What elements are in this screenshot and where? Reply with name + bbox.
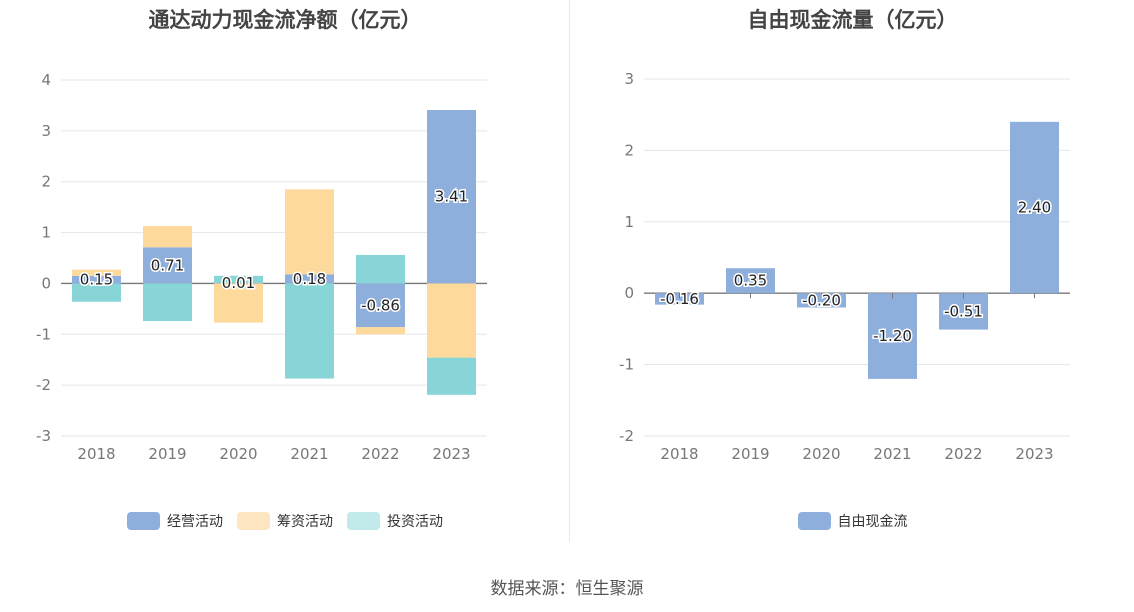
data-label: 0.35 — [734, 272, 767, 290]
y-tick-label: 4 — [41, 71, 51, 89]
x-tick-label: 2019 — [148, 445, 186, 463]
data-label: 0.15 — [80, 271, 113, 289]
y-tick-label: 2 — [624, 141, 634, 159]
data-label: 0.18 — [293, 270, 326, 288]
panel-divider — [569, 0, 570, 542]
cash-flow-chart-panel: 通达动力现金流净额（亿元） -3 -2 -1 0 1 2 3 4 2018 2019 2020 202… — [0, 0, 570, 545]
y-tick-label: 3 — [41, 122, 51, 140]
free-cash-flow-chart-title: 自由现金流量（亿元） — [747, 8, 958, 32]
x-tick-label: 2022 — [944, 445, 982, 463]
bar-3 — [427, 357, 476, 395]
data-label: -0.51 — [944, 302, 983, 320]
bar-3 — [214, 275, 263, 283]
y-tick-label: -3 — [36, 427, 51, 445]
bar-1 — [285, 274, 334, 284]
legend-swatch — [347, 512, 380, 530]
data-label: -0.16 — [660, 290, 699, 308]
x-tick-label: 2021 — [290, 445, 328, 463]
legend-label: 自由现金流 — [837, 514, 908, 530]
legend-swatch — [237, 512, 270, 530]
x-tick-label: 2020 — [802, 445, 840, 463]
data-label: 2.40 — [1018, 199, 1051, 217]
x-tick-label: 2018 — [77, 445, 115, 463]
bar-3 — [72, 283, 121, 302]
x-tick-label: 2018 — [660, 445, 698, 463]
x-tick-label: 2023 — [1015, 445, 1053, 463]
bar-2 — [356, 327, 405, 335]
free-cash-flow-chart: -2 -1 0 1 2 3 2018 2019 2020 2021 2022 2023 -0.16 0.3… — [619, 70, 1070, 463]
bar-1 — [726, 268, 775, 294]
bar-1 — [939, 293, 988, 330]
legend-item[interactable]: 投资活动 — [347, 511, 443, 531]
data-label: -1.20 — [873, 327, 912, 345]
y-tick-label: 3 — [624, 70, 634, 88]
y-tick-label: 1 — [41, 224, 51, 242]
cash-flow-chart: -3 -2 -1 0 1 2 3 4 2018 2019 2020 2021 2022 2023 0.15 0… — [36, 71, 487, 463]
free-cash-flow-chart-panel: 自由现金流量（亿元） -2 -1 0 1 2 3 2018 2019 2020 2021 2022 2… — [571, 0, 1134, 545]
bar-1 — [868, 293, 917, 379]
bar-2 — [72, 269, 121, 276]
bar-1 — [143, 247, 192, 284]
legend-label: 筹资活动 — [277, 514, 333, 530]
x-tick-label: 2019 — [731, 445, 769, 463]
data-label: 3.41 — [435, 188, 468, 206]
y-tick-label: -1 — [36, 325, 51, 343]
bar-3 — [143, 283, 192, 322]
legend-label: 投资活动 — [387, 514, 443, 530]
bar-1 — [1010, 121, 1059, 294]
bar-2 — [427, 283, 476, 358]
data-label: -0.86 — [361, 296, 400, 314]
legend-swatch — [127, 512, 160, 530]
free-cash-flow-legend: 自由现金流 — [571, 511, 1134, 531]
y-tick-label: 1 — [624, 213, 634, 231]
bar-2 — [214, 283, 263, 323]
bar-1 — [797, 293, 846, 308]
x-tick-label: 2023 — [432, 445, 470, 463]
legend-item[interactable]: 自由现金流 — [797, 511, 908, 531]
legend-item[interactable]: 经营活动 — [127, 511, 223, 531]
data-label: 0.71 — [151, 256, 184, 274]
x-tick-label: 2020 — [219, 445, 257, 463]
y-tick-label: 0 — [624, 284, 634, 302]
bar-3 — [285, 283, 334, 379]
legend-label: 经营活动 — [167, 514, 223, 530]
bar-2 — [285, 189, 334, 275]
data-label: 0.01 — [222, 274, 255, 292]
legend-swatch — [797, 512, 831, 530]
data-source-note: 数据来源：恒生聚源 — [490, 579, 644, 599]
y-tick-label: 0 — [41, 274, 51, 292]
bar-1 — [427, 110, 476, 284]
cash-flow-chart-title: 通达动力现金流净额（亿元） — [148, 8, 422, 32]
x-tick-label: 2021 — [873, 445, 911, 463]
bar-1 — [214, 282, 263, 284]
bar-1 — [655, 293, 704, 305]
y-tick-label: -2 — [619, 427, 634, 445]
bar-2 — [143, 225, 192, 248]
x-tick-label: 2022 — [361, 445, 399, 463]
legend-item[interactable]: 筹资活动 — [237, 511, 333, 531]
bar-3 — [356, 254, 405, 284]
y-tick-label: -1 — [619, 356, 634, 374]
y-tick-label: -2 — [36, 376, 51, 394]
bar-1 — [356, 283, 405, 328]
data-label: -0.20 — [802, 291, 841, 309]
y-tick-label: 2 — [41, 173, 51, 191]
bar-1 — [72, 275, 121, 284]
cash-flow-legend: 经营活动 筹资活动 投资活动 — [0, 511, 570, 531]
